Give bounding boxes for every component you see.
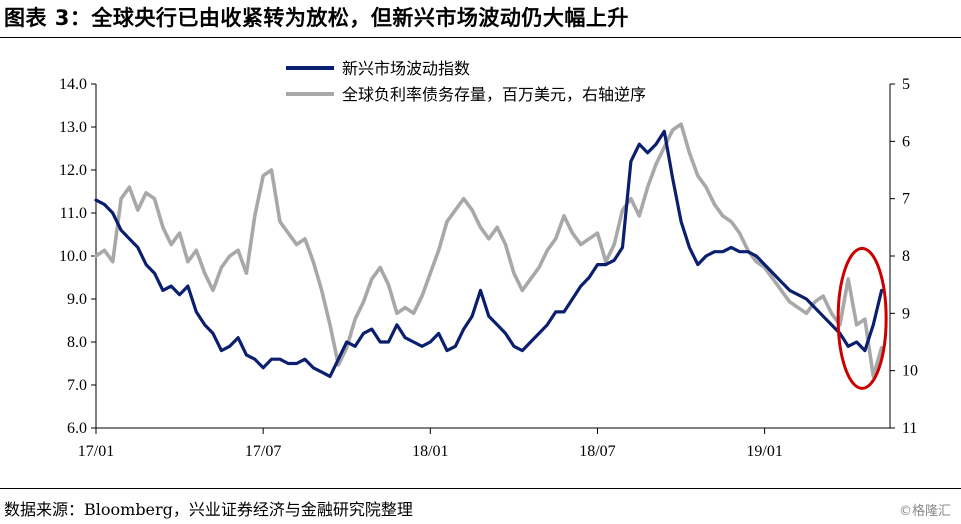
right-tick-label: 10 <box>902 363 918 380</box>
source-note: 数据来源：Bloomberg，兴业证券经济与金融研究院整理 <box>4 500 413 519</box>
left-tick-label: 10.0 <box>59 248 87 265</box>
left-tick-label: 8.0 <box>67 334 87 351</box>
right-tick-label: 9 <box>902 305 910 322</box>
title-divider <box>0 37 961 38</box>
right-tick-label: 11 <box>902 420 917 437</box>
legend-label-negative-yield-debt: 全球负利率债务存量，百万美元，右轴逆序 <box>342 85 646 104</box>
watermark: ©格隆汇 <box>898 504 951 519</box>
x-tick-label: 18/01 <box>412 443 448 460</box>
left-tick-label: 11.0 <box>60 205 87 222</box>
right-tick-label: 5 <box>902 76 910 93</box>
chart: 6.0 7.0 8.0 9.0 10.0 11.0 12.0 13.0 14.0 5 6 7 8 9 10 1… <box>59 59 918 460</box>
x-tick-label: 17/01 <box>78 443 114 460</box>
x-tick-label: 19/01 <box>746 443 782 460</box>
left-tick-label: 6.0 <box>67 420 87 437</box>
right-tick-label: 7 <box>902 191 910 208</box>
highlight-ellipse <box>836 246 888 390</box>
x-tick-label: 18/07 <box>579 443 615 460</box>
right-tick-label: 8 <box>902 248 910 265</box>
x-tick-label: 17/07 <box>245 443 281 460</box>
left-tick-label: 14.0 <box>59 76 87 93</box>
series-line-em-volatility <box>94 129 884 378</box>
chart-title: 图表 3：全球央行已由收紧转为放松，但新兴市场波动仍大幅上升 <box>4 6 629 30</box>
left-tick-label: 9.0 <box>67 291 87 308</box>
left-tick-label: 7.0 <box>67 377 87 394</box>
right-tick-label: 6 <box>902 133 910 150</box>
left-tick-label: 13.0 <box>59 119 87 136</box>
left-tick-label: 12.0 <box>59 162 87 179</box>
source-divider <box>0 488 961 489</box>
legend-label-em-volatility: 新兴市场波动指数 <box>342 59 470 78</box>
